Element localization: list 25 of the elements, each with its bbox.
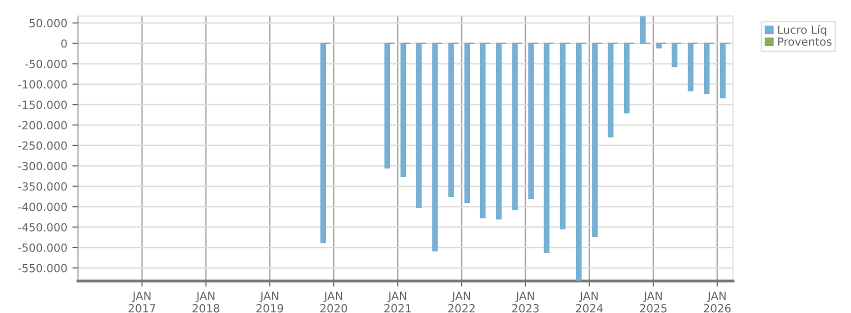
x-tick-label: JAN 2017 — [128, 292, 156, 312]
legend-label: Lucro Líq — [778, 24, 826, 36]
y-tick-label: -400.000 — [18, 202, 67, 212]
x-tick-label: JAN 2019 — [256, 292, 284, 312]
y-tick-label: -500.000 — [18, 243, 67, 252]
y-tick-label: -350.000 — [18, 182, 67, 191]
y-tick-label: -250.000 — [18, 141, 67, 150]
legend-label: Proventos — [778, 38, 832, 46]
y-tick-label: -450.000 — [18, 223, 67, 232]
x-tick-label: JAN 2022 — [448, 292, 475, 312]
y-tick-label: 50.000 — [30, 18, 67, 28]
x-tick-label: JAN 2021 — [384, 292, 411, 312]
x-tick-label: JAN 2023 — [512, 292, 539, 312]
y-tick-label: -50.000 — [25, 60, 67, 68]
y-tick-label: -550.000 — [18, 264, 67, 272]
y-tick-label: 0 — [61, 39, 67, 48]
x-tick-label: JAN 2018 — [192, 292, 220, 312]
y-tick-label: -200.000 — [18, 120, 67, 130]
x-tick-label: JAN 2020 — [320, 292, 348, 312]
y-tick-label: -150.000 — [18, 100, 67, 109]
x-tick-label: JAN 2026 — [704, 292, 731, 312]
y-tick-label: -300.000 — [18, 162, 67, 170]
x-tick-label: JAN 2025 — [640, 292, 667, 312]
x-tick-label: JAN 2024 — [576, 292, 603, 312]
y-tick-label: -100.000 — [18, 80, 67, 89]
